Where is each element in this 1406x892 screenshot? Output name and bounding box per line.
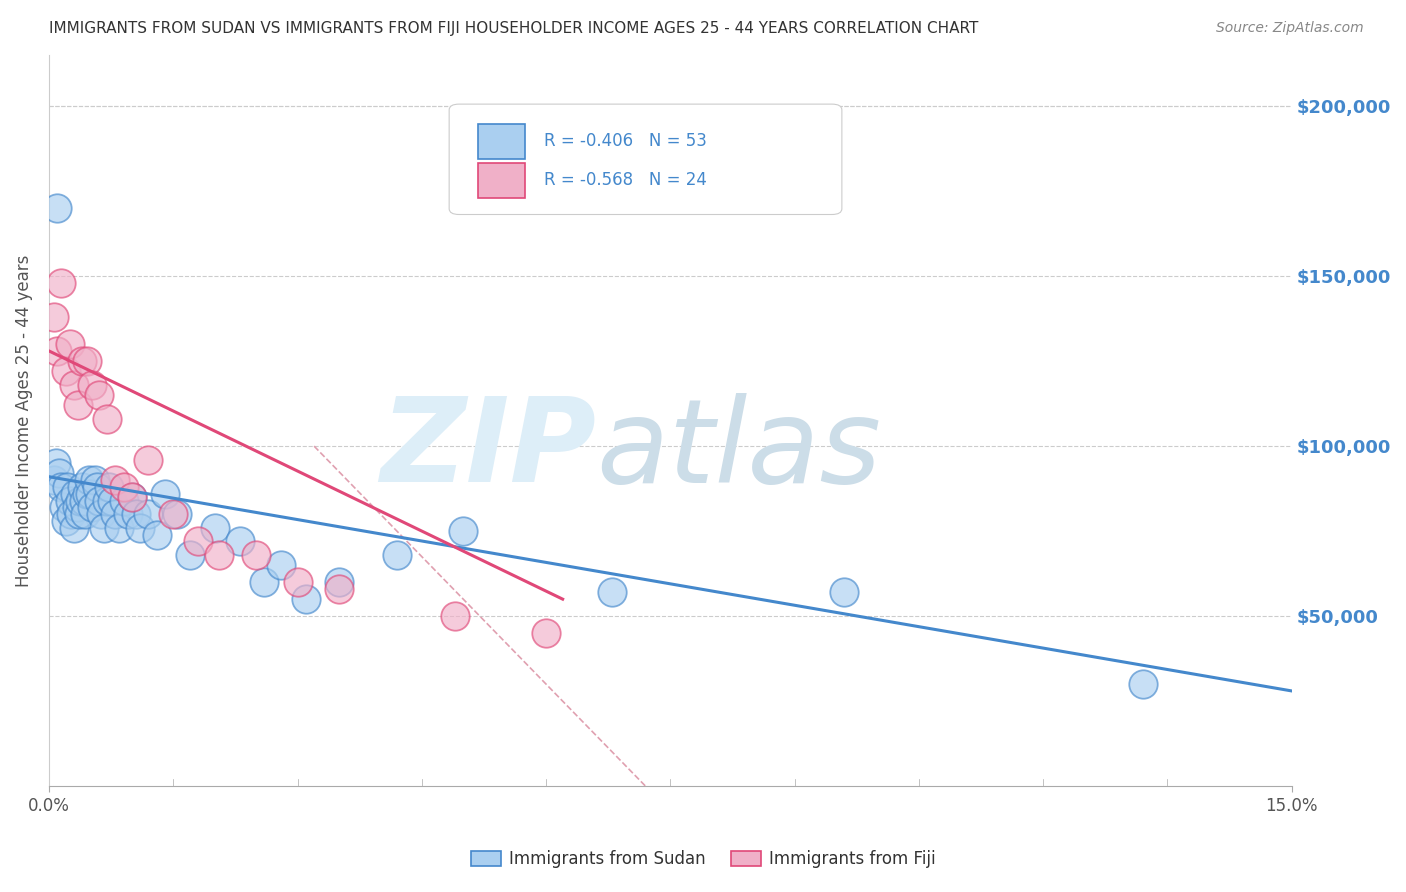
Point xyxy=(138,452,160,467)
Point xyxy=(63,521,86,535)
Point xyxy=(87,493,110,508)
Text: ZIP: ZIP xyxy=(380,392,596,508)
Legend: Immigrants from Sudan, Immigrants from Fiji: Immigrants from Sudan, Immigrants from F… xyxy=(464,844,942,875)
FancyBboxPatch shape xyxy=(478,162,524,198)
Point xyxy=(138,507,160,521)
Point xyxy=(245,548,267,562)
Point xyxy=(129,521,152,535)
Point xyxy=(108,521,131,535)
Point xyxy=(83,473,105,487)
Point xyxy=(295,592,318,607)
Text: atlas: atlas xyxy=(596,392,880,507)
Point xyxy=(42,473,65,487)
Text: R = -0.406   N = 53: R = -0.406 N = 53 xyxy=(544,132,706,151)
Point xyxy=(93,521,115,535)
Point xyxy=(117,507,139,521)
Point xyxy=(75,507,97,521)
Y-axis label: Householder Income Ages 25 - 44 years: Householder Income Ages 25 - 44 years xyxy=(15,254,32,587)
Point xyxy=(385,548,408,562)
Point xyxy=(60,507,83,521)
Point xyxy=(145,527,167,541)
Point xyxy=(444,609,467,624)
Point xyxy=(187,534,209,549)
Point xyxy=(204,521,226,535)
Point xyxy=(87,388,110,402)
Point xyxy=(328,582,350,596)
Point xyxy=(69,493,91,508)
Point xyxy=(56,480,79,494)
Point xyxy=(166,507,188,521)
Point xyxy=(253,575,276,590)
Point xyxy=(270,558,292,573)
Point xyxy=(52,500,75,515)
FancyBboxPatch shape xyxy=(478,124,524,159)
Point xyxy=(59,493,82,508)
Point xyxy=(534,626,557,640)
Point xyxy=(96,493,118,508)
Point xyxy=(42,310,65,324)
Point xyxy=(208,548,231,562)
Point xyxy=(73,493,96,508)
Point xyxy=(55,364,77,378)
Point xyxy=(112,480,135,494)
Point xyxy=(90,507,112,521)
Point xyxy=(65,487,87,501)
Text: Source: ZipAtlas.com: Source: ZipAtlas.com xyxy=(1216,21,1364,35)
Point xyxy=(86,480,108,494)
Point xyxy=(101,493,124,508)
Point xyxy=(228,534,250,549)
Point xyxy=(48,467,70,481)
Point xyxy=(80,500,103,515)
Point xyxy=(1132,677,1154,691)
Point xyxy=(79,487,101,501)
FancyBboxPatch shape xyxy=(449,104,842,214)
Point xyxy=(451,524,474,538)
Point xyxy=(46,343,69,358)
Point xyxy=(104,507,127,521)
Point xyxy=(46,201,69,215)
Point xyxy=(602,585,624,599)
Point xyxy=(70,354,93,368)
Point xyxy=(287,575,309,590)
Point xyxy=(67,507,90,521)
Point xyxy=(112,493,135,508)
Point xyxy=(59,337,82,351)
Point xyxy=(121,490,143,504)
Point xyxy=(77,473,100,487)
Point xyxy=(55,514,77,528)
Point xyxy=(51,276,73,290)
Point xyxy=(328,575,350,590)
Point xyxy=(63,378,86,392)
Text: R = -0.568   N = 24: R = -0.568 N = 24 xyxy=(544,171,706,189)
Point xyxy=(125,507,148,521)
Point xyxy=(66,398,89,412)
Point xyxy=(834,585,856,599)
Point xyxy=(153,487,176,501)
Point xyxy=(121,490,143,504)
Point xyxy=(104,473,127,487)
Point xyxy=(76,487,98,501)
Point xyxy=(179,548,201,562)
Point xyxy=(70,480,93,494)
Point xyxy=(96,412,118,426)
Point xyxy=(45,456,67,470)
Point xyxy=(98,480,121,494)
Text: IMMIGRANTS FROM SUDAN VS IMMIGRANTS FROM FIJI HOUSEHOLDER INCOME AGES 25 - 44 YE: IMMIGRANTS FROM SUDAN VS IMMIGRANTS FROM… xyxy=(49,21,979,36)
Point xyxy=(76,354,98,368)
Point xyxy=(80,378,103,392)
Point xyxy=(66,500,89,515)
Point xyxy=(51,480,73,494)
Point xyxy=(162,507,184,521)
